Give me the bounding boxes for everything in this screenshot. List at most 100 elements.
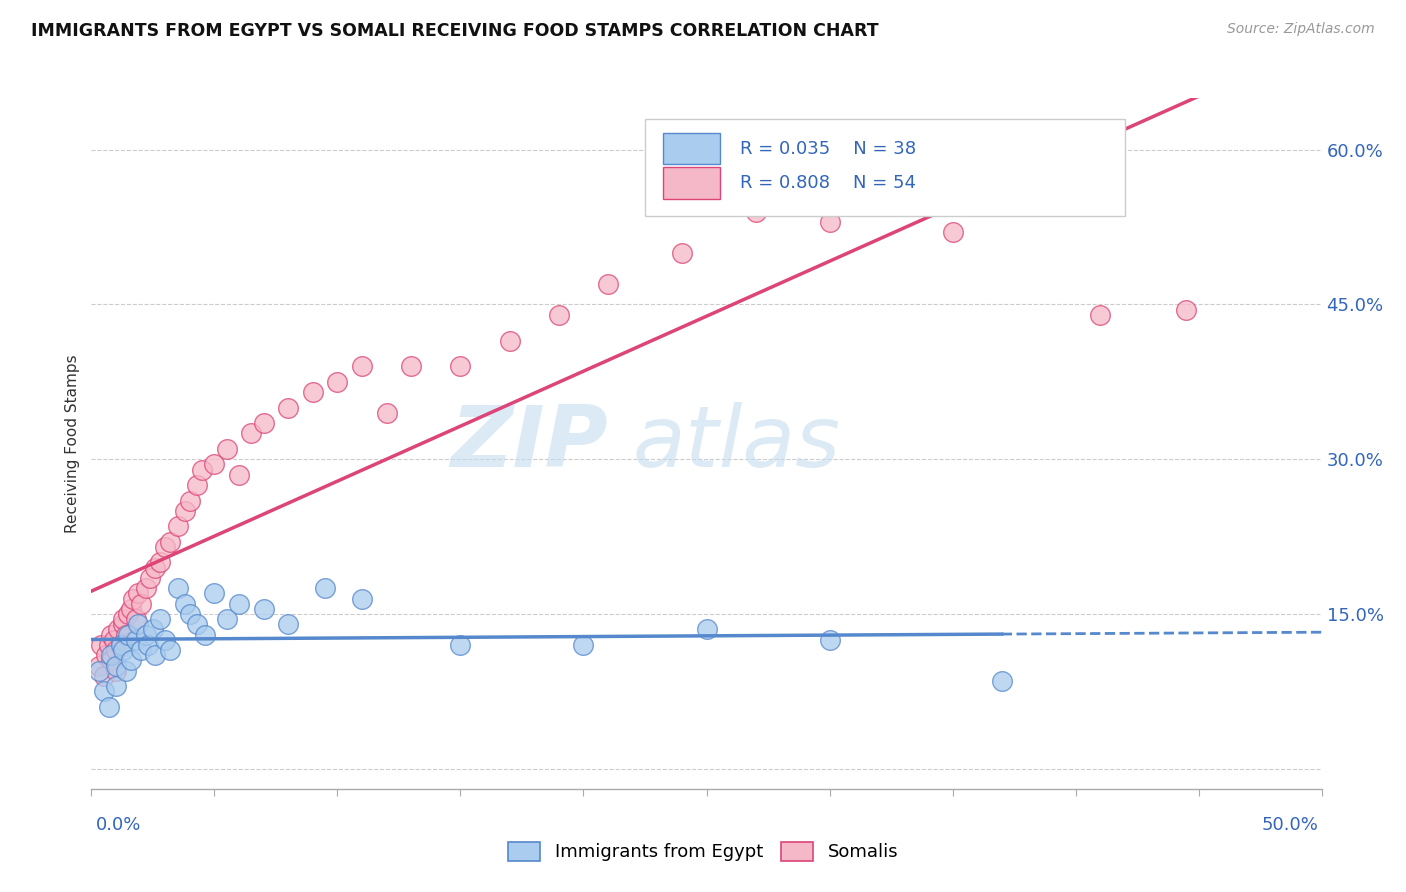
Point xyxy=(572,638,595,652)
Point xyxy=(215,442,238,456)
Point xyxy=(100,648,122,663)
Point xyxy=(215,612,238,626)
Text: Source: ZipAtlas.com: Source: ZipAtlas.com xyxy=(1227,22,1375,37)
Point xyxy=(449,638,471,652)
Point xyxy=(107,623,129,637)
Point xyxy=(112,643,135,657)
Point xyxy=(100,653,122,667)
Point xyxy=(449,359,471,374)
Point xyxy=(90,638,112,652)
Point xyxy=(97,699,120,714)
FancyBboxPatch shape xyxy=(664,168,720,199)
FancyBboxPatch shape xyxy=(664,133,720,164)
Point xyxy=(277,617,299,632)
Point xyxy=(253,416,276,430)
Text: IMMIGRANTS FROM EGYPT VS SOMALI RECEIVING FOOD STAMPS CORRELATION CHART: IMMIGRANTS FROM EGYPT VS SOMALI RECEIVIN… xyxy=(31,22,879,40)
Point xyxy=(193,627,217,641)
Point xyxy=(671,246,693,260)
Point xyxy=(228,597,250,611)
Point xyxy=(117,607,139,621)
Point xyxy=(191,462,214,476)
Point xyxy=(352,359,374,374)
Point xyxy=(145,560,166,574)
Point xyxy=(122,591,145,606)
Text: R = 0.035    N = 38: R = 0.035 N = 38 xyxy=(740,139,915,158)
Point xyxy=(326,375,349,389)
Point xyxy=(149,612,172,626)
Point xyxy=(103,632,125,647)
Point xyxy=(120,653,142,667)
Point xyxy=(253,602,276,616)
Text: ZIP: ZIP xyxy=(450,402,607,485)
Point xyxy=(153,632,177,647)
Point xyxy=(202,458,225,472)
Point xyxy=(301,385,323,400)
Point xyxy=(112,617,135,632)
Point xyxy=(105,643,127,657)
Point xyxy=(240,426,263,441)
Point xyxy=(745,204,768,219)
Point xyxy=(135,627,156,641)
Point xyxy=(124,612,146,626)
Text: 0.0%: 0.0% xyxy=(96,816,141,834)
Point xyxy=(142,623,165,637)
Point xyxy=(96,648,117,663)
Point xyxy=(114,664,138,678)
Point xyxy=(139,571,162,585)
Point xyxy=(105,664,127,678)
Point xyxy=(93,684,115,698)
Point xyxy=(179,493,201,508)
Point xyxy=(110,638,132,652)
Point xyxy=(547,308,569,322)
Text: 50.0%: 50.0% xyxy=(1263,816,1319,834)
Point xyxy=(105,658,127,673)
Point xyxy=(149,556,172,570)
Point xyxy=(277,401,299,415)
Point xyxy=(228,467,250,482)
Point xyxy=(129,597,152,611)
Point xyxy=(120,602,142,616)
Point xyxy=(202,586,225,600)
Point xyxy=(129,643,152,657)
Point xyxy=(145,648,166,663)
Point xyxy=(941,225,963,239)
Point xyxy=(186,478,208,492)
Point xyxy=(352,591,374,606)
Point xyxy=(105,679,127,693)
Text: atlas: atlas xyxy=(633,402,841,485)
Point xyxy=(695,623,717,637)
Point xyxy=(87,658,110,673)
Point xyxy=(97,638,120,652)
Legend: Immigrants from Egypt, Somalis: Immigrants from Egypt, Somalis xyxy=(502,837,904,867)
Point xyxy=(135,581,156,595)
Point xyxy=(114,627,138,641)
Point xyxy=(166,519,188,533)
Text: R = 0.808    N = 54: R = 0.808 N = 54 xyxy=(740,174,915,192)
Point xyxy=(87,664,110,678)
Point xyxy=(117,627,139,641)
Point xyxy=(498,334,520,348)
Point xyxy=(186,617,208,632)
Point xyxy=(136,638,159,652)
Point xyxy=(100,627,122,641)
Point xyxy=(166,581,188,595)
Point xyxy=(990,674,1012,689)
Point xyxy=(1088,308,1111,322)
Point xyxy=(818,632,841,647)
Point xyxy=(174,597,197,611)
Point xyxy=(375,406,398,420)
Point xyxy=(179,607,201,621)
Point xyxy=(159,534,181,549)
Point xyxy=(124,632,146,647)
Point xyxy=(399,359,422,374)
Y-axis label: Receiving Food Stamps: Receiving Food Stamps xyxy=(65,354,80,533)
Point xyxy=(110,638,132,652)
FancyBboxPatch shape xyxy=(645,119,1125,216)
Point xyxy=(127,617,149,632)
Point xyxy=(93,669,115,683)
Point xyxy=(159,643,181,657)
Point xyxy=(112,612,135,626)
Point xyxy=(818,215,841,229)
Point xyxy=(990,184,1012,198)
Point xyxy=(174,504,197,518)
